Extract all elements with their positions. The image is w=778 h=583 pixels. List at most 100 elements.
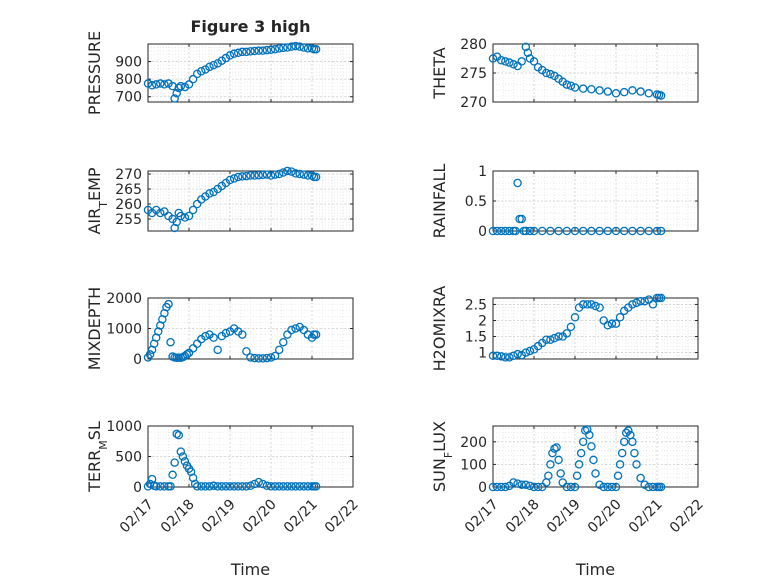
data-point [209, 333, 218, 342]
data-point [632, 460, 641, 469]
data-point [509, 60, 518, 69]
data-point [546, 460, 555, 469]
data-point [636, 473, 645, 483]
data-point [570, 226, 580, 236]
data-point [488, 54, 498, 63]
data-point [505, 226, 514, 236]
data-point [656, 226, 666, 236]
data-point [517, 480, 526, 489]
data-point [172, 217, 181, 227]
data-point [591, 301, 600, 311]
data-point [250, 479, 259, 489]
data-point [303, 44, 313, 53]
data-point [562, 482, 572, 492]
data-point [279, 337, 288, 347]
data-point [583, 300, 592, 309]
data-point [188, 74, 198, 84]
data-point [628, 226, 637, 236]
y-tick-label: 280 [460, 37, 487, 53]
data-point [640, 296, 649, 306]
y-axis-label: THETA [430, 47, 449, 99]
data-point [274, 44, 284, 53]
y-axis-label: AIRTEMP [85, 167, 110, 234]
data-point [546, 335, 555, 344]
data-point [636, 87, 645, 96]
data-point [213, 482, 222, 491]
data-point [274, 482, 284, 491]
data-point [254, 477, 263, 487]
data-point [603, 226, 613, 236]
y-tick-label: 265 [115, 182, 142, 198]
data-point [501, 482, 510, 492]
data-point [546, 69, 555, 79]
data-point [287, 42, 296, 51]
data-point [599, 482, 608, 492]
y-tick-label: 100 [460, 457, 487, 473]
x-tick-label: 02/21 [626, 496, 666, 536]
data-point [517, 214, 526, 224]
data-point [299, 482, 309, 491]
data-point [270, 45, 280, 54]
data-point [295, 482, 304, 491]
data-point [630, 448, 639, 458]
y-tick-label: 275 [460, 66, 487, 82]
y-tick-label: 0.5 [465, 194, 487, 210]
data-point [505, 58, 514, 67]
data-point [156, 208, 165, 218]
y-axis-label: H2OMIXRA [430, 286, 449, 372]
data-point [566, 81, 576, 91]
data-point [628, 300, 637, 309]
data-point [156, 79, 165, 88]
data-point [176, 81, 186, 91]
data-point [513, 178, 522, 188]
data-point [238, 330, 247, 339]
y-tick-label: 270 [115, 167, 142, 183]
data-point [529, 226, 539, 236]
data-point [505, 353, 514, 362]
data-point [262, 45, 272, 55]
data-point [566, 482, 576, 492]
data-point [299, 43, 309, 52]
data-point [266, 171, 276, 180]
data-point [197, 66, 206, 76]
y-tick-label: 255 [115, 212, 142, 228]
data-point [246, 47, 255, 56]
data-point [496, 352, 506, 361]
data-point [611, 482, 621, 492]
data-point [205, 482, 214, 491]
data-point [229, 482, 239, 491]
data-point [533, 482, 543, 492]
data-point [262, 353, 272, 363]
data-point [513, 349, 522, 359]
data-point [242, 482, 251, 491]
data-point [496, 55, 506, 65]
data-point [279, 482, 288, 491]
data-point [587, 300, 596, 309]
y-tick-label: 1 [478, 164, 487, 180]
data-point [270, 351, 280, 361]
y-axis-label: SUNFLUX [430, 421, 455, 492]
y-tick-label: 0 [478, 224, 487, 240]
data-point [492, 482, 502, 492]
data-point [266, 353, 276, 362]
data-point [283, 166, 292, 176]
data-point [258, 170, 268, 180]
x-tick-label: 02/18 [158, 496, 198, 536]
data-point [529, 482, 539, 492]
data-point [615, 313, 625, 322]
data-point [562, 80, 572, 89]
data-point [311, 330, 321, 339]
data-point [283, 43, 292, 52]
data-point [209, 60, 218, 70]
y-tick-label: 0 [478, 480, 487, 496]
data-point [501, 57, 510, 66]
data-point [552, 443, 561, 452]
data-point [613, 471, 623, 480]
data-point [595, 303, 604, 312]
y-tick-label: 700 [115, 90, 142, 106]
data-point [619, 226, 629, 236]
y-tick-label: 200 [460, 435, 487, 451]
y-tick-label: 2000 [106, 291, 142, 307]
data-point [242, 347, 251, 356]
